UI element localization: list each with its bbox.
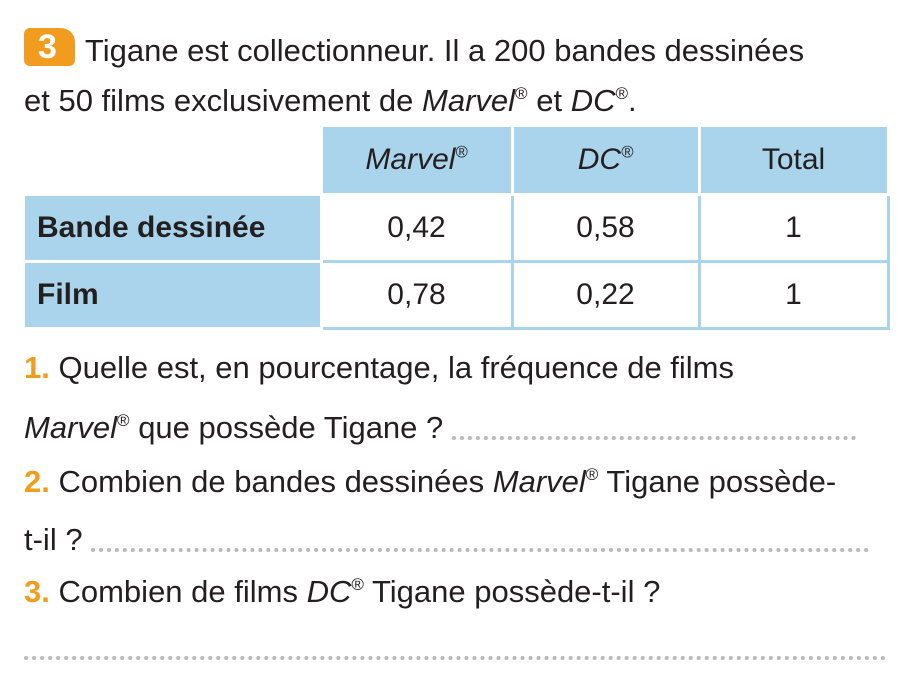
header-dc: DC® bbox=[510, 124, 701, 196]
question-1-number: 1. bbox=[24, 350, 50, 385]
question-1-text-b: que possède Tigane ? bbox=[129, 410, 444, 445]
table-header-row: Marvel® DC® Total bbox=[23, 124, 890, 196]
question-2-text-c: t-il ? bbox=[24, 522, 83, 557]
registered-mark: ® bbox=[515, 84, 528, 104]
registered-mark: ® bbox=[615, 84, 629, 104]
question-3-number: 3. bbox=[24, 574, 50, 609]
registered-mark: ® bbox=[117, 411, 130, 431]
table-corner-blank bbox=[23, 125, 321, 195]
table-row: Film 0,78 0,22 1 bbox=[22, 260, 890, 330]
intro-line-2b: et bbox=[527, 83, 571, 118]
header-total: Total bbox=[697, 124, 890, 196]
table-row: Bande dessinée 0,42 0,58 1 bbox=[22, 193, 890, 263]
question-3-line-1: 3. Combien de films DC® Tigane possède-t… bbox=[24, 572, 660, 612]
question-1-line-1: 1. Quelle est, en pourcentage, la fréque… bbox=[24, 348, 734, 388]
question-2-text-b: Tigane possède- bbox=[598, 464, 837, 499]
question-2-line-2: t-il ? bbox=[24, 520, 870, 560]
question-3-text-a: Combien de films bbox=[58, 574, 307, 609]
registered-mark: ® bbox=[585, 465, 599, 485]
exercise-number-badge: 3 bbox=[24, 28, 75, 66]
question-2-number: 2. bbox=[24, 464, 50, 499]
intro-line-1: Tigane est collectionneur. Il a 200 band… bbox=[84, 33, 805, 68]
cell-film-dc: 0,22 bbox=[510, 260, 701, 330]
brand-dc: DC bbox=[306, 574, 352, 609]
header-marvel: Marvel® bbox=[319, 124, 514, 196]
cell-film-marvel: 0,78 bbox=[319, 260, 514, 330]
row-label-bande-dessinee: Bande dessinée bbox=[22, 193, 323, 263]
intro-line-2a: et 50 films exclusivement de bbox=[24, 83, 423, 118]
brand-marvel: Marvel bbox=[422, 83, 516, 118]
question-1-line-2: Marvel® que possède Tigane ? bbox=[24, 408, 856, 448]
cell-film-total: 1 bbox=[697, 260, 890, 330]
question-1-text-a: Quelle est, en pourcentage, la fréquence… bbox=[58, 350, 735, 385]
answer-line-3[interactable] bbox=[24, 656, 886, 660]
registered-mark: ® bbox=[351, 575, 364, 595]
brand-dc: DC bbox=[570, 83, 616, 118]
question-2-text-a: Combien de bandes dessinées bbox=[58, 464, 493, 499]
answer-line-2[interactable] bbox=[91, 548, 870, 552]
question-2-line-1: 2. Combien de bandes dessinées Marvel® T… bbox=[24, 462, 836, 502]
brand-marvel: Marvel bbox=[24, 410, 118, 445]
row-label-film: Film bbox=[22, 260, 323, 330]
brand-marvel: Marvel bbox=[492, 464, 586, 499]
exercise-intro: 3 Tigane est collectionneur. Il a 200 ban… bbox=[24, 26, 894, 126]
question-3-text-b: Tigane possède-t-il ? bbox=[363, 574, 661, 609]
cell-bd-marvel: 0,42 bbox=[319, 193, 514, 263]
cell-bd-dc: 0,58 bbox=[510, 193, 701, 263]
answer-line-1[interactable] bbox=[451, 436, 856, 440]
cell-bd-total: 1 bbox=[697, 193, 890, 263]
intro-line-2c: . bbox=[628, 83, 637, 118]
frequency-table: Marvel® DC® Total Bande dessinée 0,42 0,… bbox=[22, 124, 890, 330]
